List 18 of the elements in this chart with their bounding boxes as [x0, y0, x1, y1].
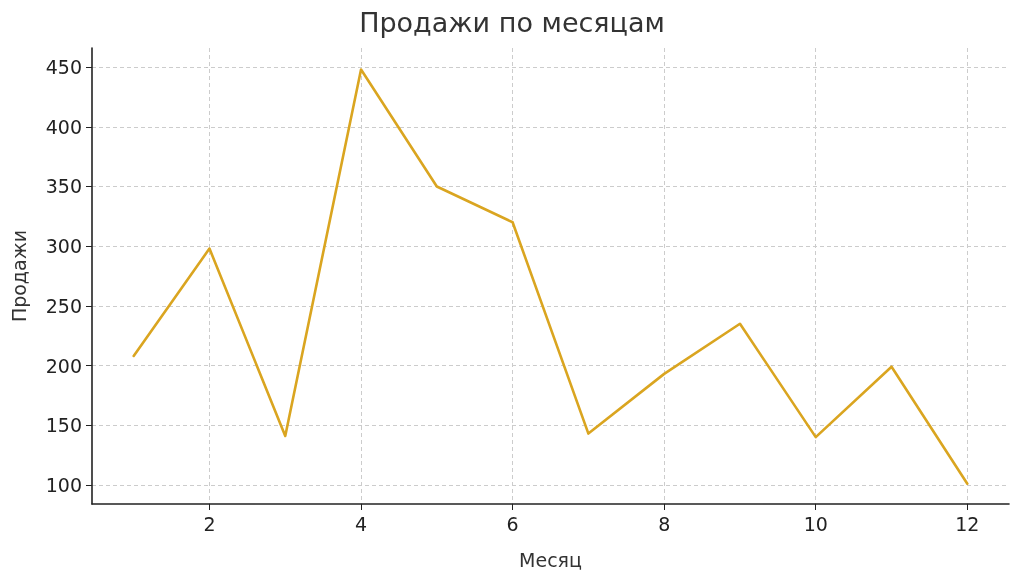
y-tick-label: 100 — [45, 473, 82, 496]
x-tick-label: 2 — [203, 512, 216, 535]
y-tick-label: 400 — [45, 115, 82, 138]
x-tick-label: 6 — [506, 512, 519, 535]
x-tick-label: 10 — [803, 512, 828, 535]
y-axis-title: Продажи — [7, 229, 30, 323]
x-tick-label: 12 — [955, 512, 980, 535]
y-tick-label: 450 — [45, 56, 82, 79]
line-series — [132, 68, 969, 486]
y-tick-label: 150 — [45, 414, 82, 437]
x-tick-label: 8 — [658, 512, 671, 535]
y-tick-label: 350 — [45, 175, 82, 198]
y-tick-label: 250 — [45, 294, 82, 317]
y-tick-label: 200 — [45, 354, 82, 377]
x-tick-label: 4 — [354, 512, 368, 535]
x-axis-title: Месяц — [519, 548, 583, 571]
chart-title: Продажи по месяцам — [359, 7, 665, 38]
y-tick-label: 300 — [45, 235, 82, 258]
